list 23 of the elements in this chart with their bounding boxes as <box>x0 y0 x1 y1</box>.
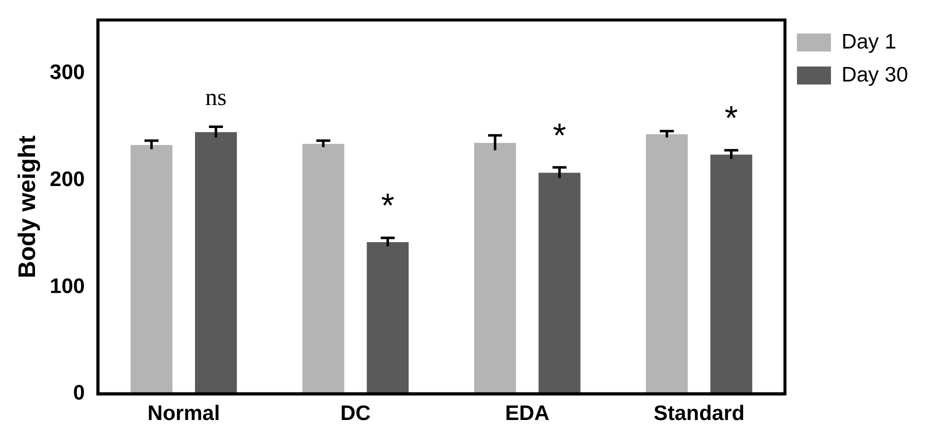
bar <box>646 134 688 394</box>
bar <box>710 154 752 394</box>
x-tick-label: EDA <box>505 402 550 426</box>
y-tick-label: 300 <box>50 61 85 84</box>
bar <box>302 144 344 394</box>
annotation: ns <box>205 85 227 112</box>
annotation: * <box>724 100 738 138</box>
annotation: * <box>552 116 566 155</box>
y-axis-title: Body weight <box>14 136 42 278</box>
y-tick-label: 100 <box>50 274 85 298</box>
bar <box>130 144 172 394</box>
bar <box>366 242 409 394</box>
legend-label: Day 30 <box>841 63 908 86</box>
bar <box>195 132 237 394</box>
bar <box>538 172 580 394</box>
x-tick-label: Standard <box>654 402 745 426</box>
x-tick-label: DC <box>340 402 371 426</box>
bar <box>474 142 516 394</box>
y-tick-label: 0 <box>73 382 85 405</box>
y-tick-label: 200 <box>50 168 85 191</box>
x-tick-label: Normal <box>148 402 220 426</box>
annotation: * <box>381 187 394 226</box>
legend-label: Day 1 <box>841 30 896 54</box>
